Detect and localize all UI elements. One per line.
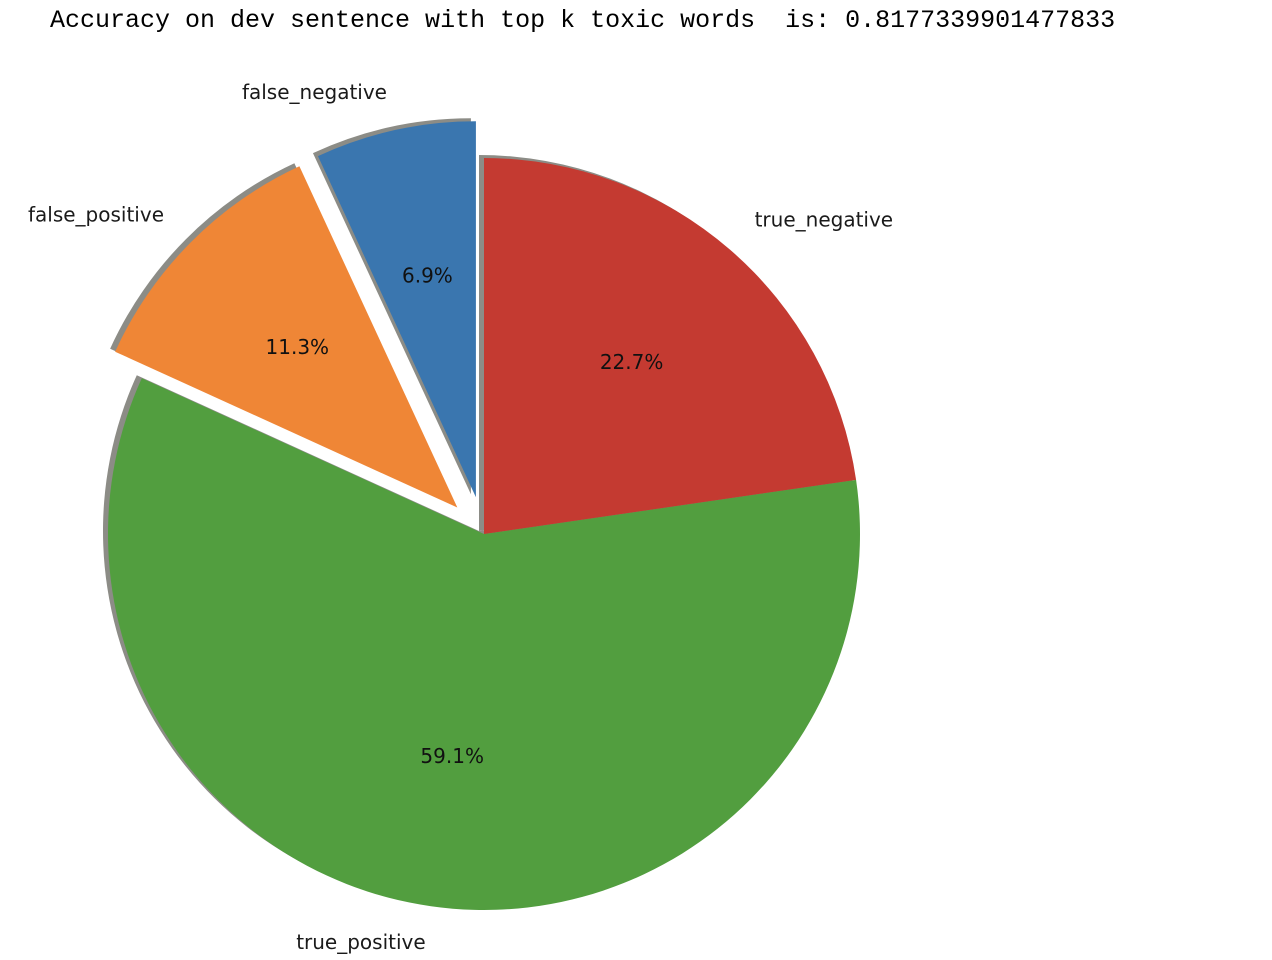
pie-labels: false_negative 6.9% false_positive 11.3% tru…: [28, 80, 893, 954]
pie-slice-true-positive: [107, 378, 860, 910]
pie-slices: [107, 121, 860, 910]
pie-label-true-negative: true_negative: [755, 208, 894, 232]
pie-slice-true-negative: [484, 158, 857, 534]
pie-slice-false-positive: [115, 166, 458, 508]
pie-label-true-positive: true_positive: [296, 930, 426, 954]
pie-label-false-positive: false_positive: [28, 203, 164, 227]
pie-percent-true-positive: 59.1%: [420, 744, 484, 768]
pie-percent-false-negative: 6.9%: [402, 264, 453, 288]
accuracy-output-text: Accuracy on dev sentence with top k toxi…: [50, 6, 1116, 35]
pie-percent-true-negative: 22.7%: [600, 350, 664, 374]
pie-percent-false-positive: 11.3%: [266, 335, 330, 359]
pie-label-false-negative: false_negative: [242, 80, 387, 104]
pie-slice-false-negative: [317, 121, 476, 498]
